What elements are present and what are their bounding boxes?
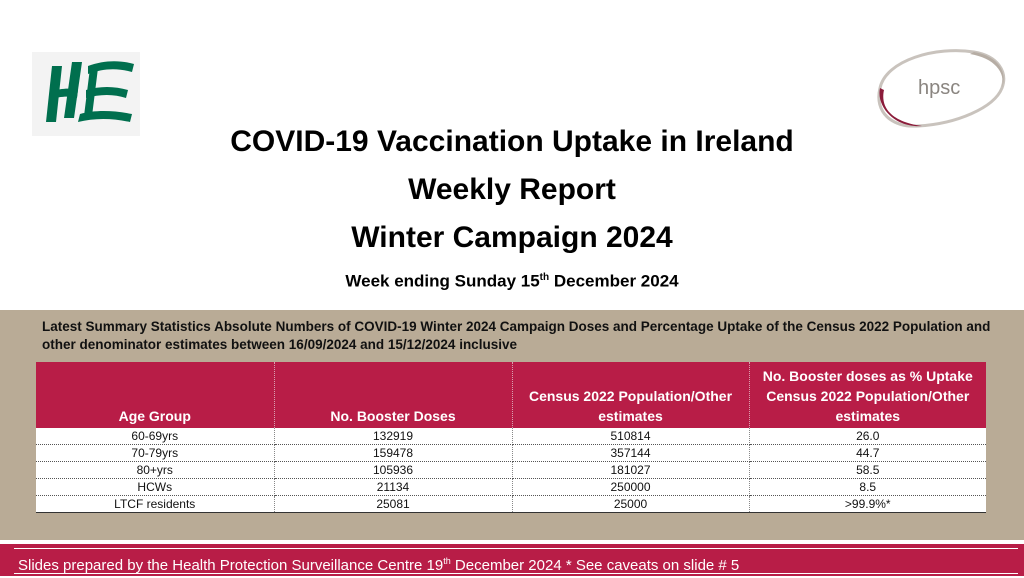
cell-booster-doses: 105936	[274, 461, 513, 479]
hpsc-logo: hpsc	[866, 46, 1010, 132]
title-line-2: Weekly Report	[408, 173, 616, 206]
table-row: 60-69yrs 132919 510814 26.0	[36, 428, 986, 445]
week-suffix: December 2024	[549, 271, 679, 291]
title-line-3: Winter Campaign 2024	[351, 221, 673, 254]
header-booster-doses: No. Booster Doses	[274, 362, 513, 428]
cell-booster-doses: 25081	[274, 495, 513, 513]
hpsc-logo-text: hpsc	[918, 77, 960, 99]
week-prefix: Week ending Sunday 15	[345, 271, 540, 291]
cell-uptake: 44.7	[749, 444, 986, 462]
cell-population: 357144	[512, 444, 750, 462]
header-population: Census 2022 Population/Other estimates	[512, 362, 750, 428]
cell-age-group: 70-79yrs	[36, 444, 275, 462]
header-uptake: No. Booster doses as % Uptake Census 202…	[749, 362, 986, 428]
summary-caption: Latest Summary Statistics Absolute Numbe…	[42, 319, 991, 352]
hse-logo: HSE	[32, 52, 140, 136]
cell-age-group: 60-69yrs	[36, 428, 275, 445]
footer-text: Slides prepared by the Health Protection…	[14, 548, 1018, 574]
week-sup: th	[539, 272, 550, 283]
cell-population: 181027	[512, 461, 750, 479]
cell-population: 510814	[512, 428, 750, 445]
header-age-group: Age Group	[36, 362, 275, 428]
cell-age-group: 80+yrs	[36, 461, 275, 479]
cell-uptake: 26.0	[749, 428, 986, 445]
summary-table: Age Group No. Booster Doses Census 2022 …	[36, 362, 986, 513]
table-row: LTCF residents 25081 25000 >99.9%*	[36, 495, 986, 513]
cell-age-group: HCWs	[36, 478, 275, 496]
hse-logo-text: HSE	[86, 93, 88, 95]
table-row: 70-79yrs 159478 357144 44.7	[36, 444, 986, 462]
footer-sup: th	[443, 556, 451, 566]
week-ending-line: Week ending Sunday 15th December 2024	[0, 266, 1024, 294]
summary-panel: Latest Summary Statistics Absolute Numbe…	[0, 310, 1024, 540]
table-header-row: Age Group No. Booster Doses Census 2022 …	[36, 362, 986, 428]
table-row: 80+yrs 105936 181027 58.5	[36, 461, 986, 479]
table-row: HCWs 21134 250000 8.5	[36, 478, 986, 496]
footer-bar: Slides prepared by the Health Protection…	[0, 544, 1024, 576]
cell-uptake: 58.5	[749, 461, 986, 479]
cell-booster-doses: 21134	[274, 478, 513, 496]
title-line-1: COVID-19 Vaccination Uptake in Ireland	[230, 125, 794, 158]
footer-suffix: December 2024 * See caveats on slide # 5	[450, 557, 740, 574]
report-title-block: COVID-19 Vaccination Uptake in Ireland W…	[0, 118, 1024, 294]
cell-uptake: >99.9%*	[749, 495, 986, 513]
cell-booster-doses: 132919	[274, 428, 513, 445]
cell-uptake: 8.5	[749, 478, 986, 496]
cell-population: 25000	[512, 495, 750, 513]
cell-population: 250000	[512, 478, 750, 496]
footer-prefix: Slides prepared by the Health Protection…	[18, 557, 444, 574]
cell-booster-doses: 159478	[274, 444, 513, 462]
cell-age-group: LTCF residents	[36, 495, 275, 513]
